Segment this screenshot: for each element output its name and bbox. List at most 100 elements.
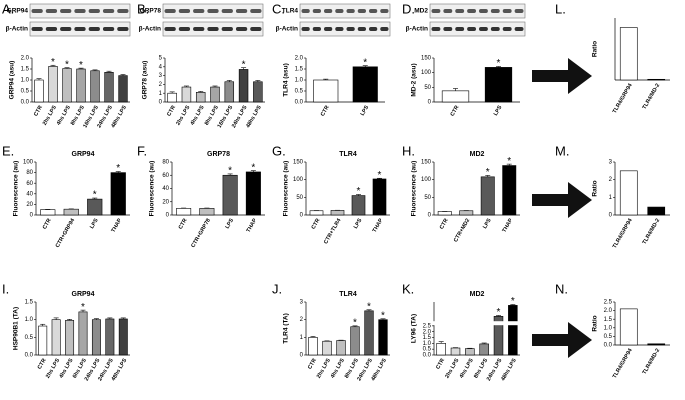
bar: [352, 66, 378, 103]
panel-letter: K.: [402, 281, 414, 296]
panel-letter: C.: [272, 1, 285, 16]
bar: [465, 348, 475, 356]
significance: *: [79, 60, 83, 71]
y-axis-label: GRP78 (asu): [142, 61, 149, 100]
bar: [364, 310, 374, 356]
blot-band: [193, 9, 205, 13]
bar: [450, 347, 461, 356]
blot-band: [235, 27, 248, 31]
y-tick-label: 2.0: [295, 56, 304, 62]
bar: [195, 92, 206, 103]
blot-band: [207, 27, 219, 31]
bar: [437, 211, 452, 216]
blot-strip: [429, 21, 526, 37]
bar: [647, 343, 666, 346]
significance: *: [357, 186, 361, 197]
y-tick-label: 100: [23, 160, 34, 166]
y-axis-label: LY96 (TA): [411, 314, 418, 343]
blot-band: [250, 9, 262, 13]
blot-band: [164, 27, 176, 31]
x-tick-label: CTR: [450, 105, 461, 118]
y-tick-label: 100: [421, 70, 432, 76]
chart-title: MD2: [470, 291, 485, 298]
panel-letter: A.: [2, 1, 14, 16]
panel-letter: N.: [555, 281, 568, 296]
bar: [436, 343, 446, 356]
blot-band: [60, 9, 72, 13]
blot-band: [380, 27, 389, 31]
chart-title: MD2: [470, 151, 485, 158]
blot-band: [514, 27, 524, 31]
significance: *: [486, 167, 490, 178]
x-tick-label: CTR: [435, 358, 446, 371]
blot-band: [312, 27, 321, 31]
bar: [48, 66, 58, 103]
significance: *: [511, 296, 515, 307]
blot-band: [324, 27, 333, 31]
blot-label: TLR4: [282, 8, 299, 15]
y-axis-label: TLR4 (TA): [283, 313, 290, 344]
y-tick-label: 2.5: [604, 300, 613, 306]
y-tick-label: 150: [421, 160, 432, 166]
significance: *: [116, 163, 120, 174]
blot-band: [514, 9, 524, 13]
bar: [118, 75, 128, 103]
chart-title: GRP94: [72, 291, 95, 298]
blot-band: [502, 9, 512, 13]
blot-strip: [299, 21, 391, 37]
blot-band: [431, 27, 441, 31]
blot-band: [221, 27, 233, 31]
blot-band: [324, 9, 333, 13]
y-tick-label: 0.0: [295, 100, 304, 106]
x-tick-label: CTR: [439, 218, 450, 231]
panel-letter: L.: [555, 1, 566, 16]
y-tick-label: 1.5: [21, 67, 30, 73]
y-tick-label: 100: [421, 177, 432, 183]
x-tick-label: THAP: [372, 217, 385, 233]
blot-strip: [299, 3, 391, 19]
x-tick-label: CTR: [33, 105, 44, 118]
y-tick-label: 0: [428, 100, 432, 106]
y-tick-label: 0: [300, 213, 304, 219]
blot-band: [193, 27, 205, 31]
bar: [238, 69, 249, 103]
x-tick-label: CTR: [42, 218, 53, 231]
blot-label: β-Actin: [139, 26, 161, 33]
y-tick-label: 40: [26, 191, 33, 197]
blot-label: MD2: [414, 8, 428, 15]
significance: *: [81, 302, 85, 313]
blot-band: [178, 9, 191, 13]
y-axis-label: MD-2 (asu): [411, 63, 418, 96]
y-tick-label: 0: [159, 100, 163, 106]
bar: [336, 340, 346, 356]
bar: [76, 68, 86, 103]
y-tick-label: 100: [293, 177, 304, 183]
x-tick-label: CTR+GRP78: [190, 218, 211, 249]
bar: [91, 319, 101, 356]
blot-band: [221, 9, 233, 13]
y-axis-label: Ratio: [592, 41, 599, 57]
y-tick-label: 20: [162, 199, 169, 205]
y-tick-label: 80: [26, 170, 33, 176]
y-tick-label: 0: [609, 213, 613, 219]
blot-band: [346, 27, 355, 31]
y-tick-label: 0.5: [604, 334, 613, 340]
y-tick-label: 1.5: [25, 300, 34, 306]
y-tick-label: 0: [428, 213, 432, 219]
blot-band: [467, 9, 476, 13]
bar: [378, 319, 388, 356]
x-tick-label: TLR4/GRP94: [612, 82, 634, 115]
chart-title: TLR4: [339, 291, 357, 298]
x-tick-label: THAP: [502, 217, 515, 233]
bar: [105, 318, 115, 356]
y-tick-label: 3: [609, 160, 613, 166]
x-tick-label: CTR+TLR4: [323, 217, 343, 245]
panel-letter: H.: [402, 143, 415, 158]
blot-band: [117, 27, 129, 31]
bar: [502, 165, 517, 216]
blot-band: [335, 27, 344, 31]
arrow: [532, 322, 592, 358]
bar: [441, 90, 470, 103]
significance: *: [367, 301, 371, 312]
